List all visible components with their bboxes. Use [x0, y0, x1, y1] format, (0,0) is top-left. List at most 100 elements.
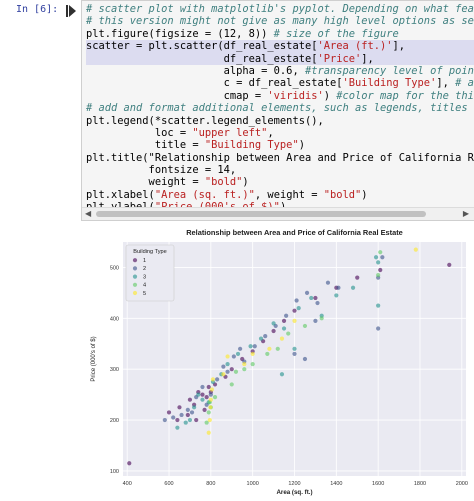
code-line: plt.figure(figsize = (12, 8)) # size of … — [86, 27, 399, 40]
data-point-type-3 — [248, 344, 253, 349]
data-point-type-2 — [292, 351, 297, 357]
data-point-type-3 — [175, 425, 180, 430]
data-point-type-4 — [242, 367, 247, 372]
code-line: df_real_estate['Price'], — [86, 52, 474, 65]
legend-title: Building Type — [133, 249, 166, 255]
code-line: cmap = 'viridis') #color map for the thi… — [86, 89, 474, 102]
code-line: weight = "bold") — [86, 176, 249, 189]
legend-label: 3 — [143, 274, 146, 280]
data-point-type-5 — [207, 417, 212, 423]
code-cell[interactable]: # scatter plot with matplotlib's pyplot.… — [81, 0, 474, 221]
scatter-chart: Relationship between Area and Price of C… — [91, 228, 468, 496]
data-point-type-4 — [376, 272, 381, 278]
scatter-chart-output: Relationship between Area and Price of C… — [85, 226, 474, 497]
legend-label: 4 — [143, 283, 146, 289]
data-point-type-5 — [267, 346, 272, 351]
data-point-type-2 — [238, 346, 243, 351]
data-point-type-2 — [185, 407, 190, 412]
data-point-type-2 — [231, 354, 236, 359]
code-line: plt.xlabel("Area (sq. ft.)", weight = "b… — [86, 188, 368, 201]
data-point-type-2 — [221, 364, 226, 369]
data-point-type-5 — [225, 354, 230, 359]
data-point-type-3 — [258, 336, 264, 341]
legend: Building Type 1 2 3 4 5 — [125, 244, 175, 302]
legend-label: 2 — [143, 266, 146, 272]
data-point-type-2 — [313, 318, 318, 323]
data-point-type-3 — [334, 293, 339, 298]
x-tick-label: 1800 — [414, 481, 426, 487]
data-point-type-1 — [194, 417, 199, 423]
y-tick-label: 300 — [110, 367, 119, 373]
legend-marker — [132, 290, 138, 296]
data-point-type-2 — [325, 280, 331, 285]
data-point-type-3 — [235, 351, 241, 357]
data-point-type-2 — [284, 313, 289, 318]
data-point-type-4 — [233, 369, 239, 374]
y-tick-label: 400 — [110, 316, 119, 322]
data-point-type-1 — [206, 384, 211, 390]
data-point-type-1 — [229, 367, 234, 372]
scroll-right-icon[interactable]: ▶ — [462, 209, 469, 218]
data-point-type-2 — [304, 290, 310, 295]
data-point-type-5 — [250, 351, 255, 357]
data-point-type-5 — [210, 377, 216, 382]
horizontal-scrollbar[interactable]: ◀ ▶ — [82, 207, 474, 220]
data-point-type-1 — [313, 295, 318, 301]
data-point-type-4 — [212, 395, 218, 400]
legend-marker — [132, 258, 138, 263]
data-point-type-5 — [206, 430, 211, 435]
data-point-type-3 — [376, 260, 381, 265]
data-point-type-2 — [200, 384, 205, 390]
data-point-type-2 — [376, 326, 381, 331]
code-line: c = df_real_estate['Building Type'], # a… — [86, 77, 474, 90]
legend-marker — [132, 274, 138, 279]
data-point-type-4 — [319, 316, 324, 321]
x-tick-label: 1400 — [330, 481, 342, 487]
data-point-type-1 — [187, 397, 193, 402]
data-point-type-1 — [378, 267, 383, 273]
legend-label: 1 — [143, 258, 146, 264]
data-point-type-3 — [196, 392, 201, 397]
data-point-type-3 — [187, 417, 193, 423]
y-tick-label: 200 — [110, 418, 119, 424]
x-tick-label: 1600 — [372, 481, 384, 487]
data-point-type-3 — [200, 397, 205, 402]
data-point-type-1 — [166, 410, 172, 415]
y-tick-label: 100 — [110, 469, 119, 475]
data-point-type-1 — [202, 407, 207, 412]
data-point-type-1 — [175, 417, 180, 423]
scroll-left-icon[interactable]: ◀ — [85, 209, 92, 218]
legend-marker — [132, 266, 138, 271]
scroll-thumb[interactable] — [96, 211, 426, 217]
data-point-type-4 — [302, 323, 308, 329]
data-point-type-2 — [171, 415, 176, 420]
x-tick-label: 2000 — [456, 481, 468, 487]
data-point-type-1 — [355, 275, 360, 280]
data-point-type-2 — [225, 369, 230, 374]
data-point-type-3 — [292, 346, 297, 351]
cell-prompt: In [6]: — [16, 4, 59, 15]
data-point-type-2 — [294, 298, 299, 303]
data-point-type-4 — [275, 346, 280, 351]
x-tick-label: 800 — [206, 481, 215, 487]
data-point-type-5 — [209, 387, 214, 392]
data-point-type-2 — [302, 356, 308, 362]
data-point-type-1 — [177, 405, 182, 410]
data-point-type-4 — [204, 420, 209, 425]
data-point-type-2 — [162, 417, 167, 423]
data-point-type-2 — [252, 344, 257, 349]
data-point-type-1 — [271, 328, 276, 334]
data-point-type-5 — [208, 405, 213, 410]
data-point-type-2 — [380, 255, 385, 260]
data-point-type-2 — [208, 392, 213, 397]
data-point-type-1 — [204, 395, 209, 400]
data-point-type-4 — [229, 382, 234, 387]
run-cell-icon[interactable] — [66, 5, 76, 17]
code-line: plt.legend(*scatter.legend_elements(), — [86, 114, 324, 127]
code-editor[interactable]: # scatter plot with matplotlib's pyplot.… — [86, 3, 474, 220]
y-tick-label: 500 — [110, 265, 119, 271]
data-point-type-2 — [215, 377, 220, 382]
code-line: alpha = 0.6, #transparency level of poin… — [86, 64, 474, 77]
data-point-type-3 — [271, 321, 276, 326]
data-point-type-4 — [206, 410, 211, 415]
